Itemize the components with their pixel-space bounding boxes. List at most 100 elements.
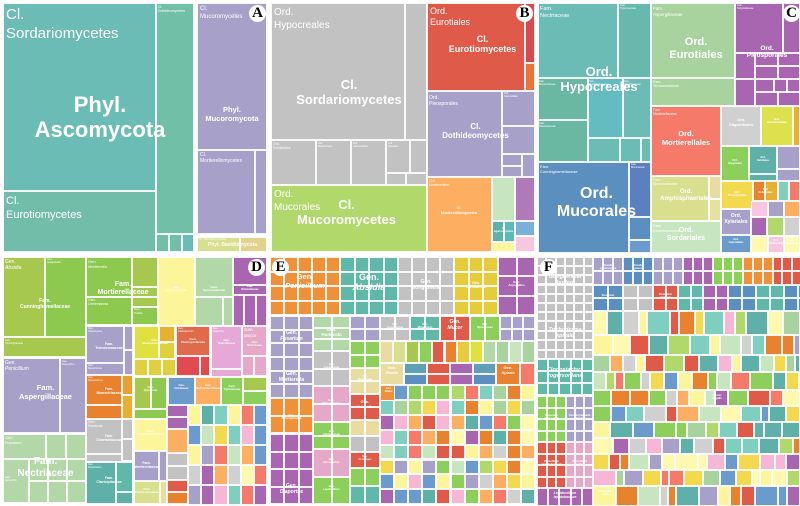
genus-absidia: [383, 286, 398, 301]
family-chaetomiaceae: [651, 221, 721, 253]
species-cell: [464, 474, 479, 490]
species-cell: [492, 385, 507, 400]
species-cell: [752, 470, 760, 486]
species-cell: [506, 385, 521, 400]
species-cell: [676, 422, 687, 438]
genus-mucor: [455, 316, 470, 341]
species-cell: [710, 335, 720, 355]
species-cell: [422, 444, 437, 460]
species-cell: [521, 489, 535, 505]
treemap-subcell: [244, 295, 256, 326]
species-clonostachys-rogersoniana: [570, 359, 582, 371]
genus-absidia: [340, 286, 355, 301]
genus-umbelopsis: [365, 381, 380, 394]
species-cell: [673, 257, 683, 271]
species-cell: [478, 429, 493, 445]
species-cell: [629, 438, 646, 454]
genus-fusarium: [270, 316, 285, 330]
species-trichoderma-spirale: [537, 330, 547, 341]
species-cell: [436, 399, 451, 415]
species-cell: [613, 257, 623, 271]
species-cell: [450, 474, 465, 490]
species-cell: [786, 406, 800, 422]
species-cell: [791, 271, 800, 285]
panel-letter-badge: E: [272, 259, 289, 276]
species-gongronella-butleri: [583, 275, 593, 285]
species-gongronella-butleri: [565, 257, 575, 267]
genus-cladosporium: [331, 422, 350, 436]
family-other: [201, 445, 215, 465]
order-onygenales: [721, 146, 749, 181]
species-cell: [521, 399, 535, 415]
genus-other: [124, 326, 133, 350]
species-cell: [649, 454, 662, 470]
family-other: [227, 405, 241, 425]
species-cell: [408, 385, 423, 400]
species-cell: [623, 285, 638, 298]
species-clonostachys-rogersoniana: [559, 359, 571, 371]
genus-penicillium: [312, 271, 326, 286]
species-cell: [706, 422, 719, 438]
family-sporocadaceae: [651, 176, 709, 221]
species-cell: [683, 257, 693, 271]
species-cell: [782, 422, 800, 438]
species-cell: [779, 438, 793, 454]
species-trichoderma-spirale: [546, 312, 556, 322]
species-cell: [756, 285, 770, 298]
species-cell: [765, 335, 782, 355]
species-cell: [492, 474, 507, 490]
genus-metarhizium: [410, 316, 425, 329]
species-cell: [724, 311, 735, 335]
species-cell: [408, 459, 423, 475]
genus-fusarium: [284, 329, 299, 344]
species-gongronella-butleri: [583, 266, 593, 276]
species-trichoderma-spirale: [574, 330, 584, 341]
species-cell: [616, 470, 624, 486]
genus-fusarium: [298, 329, 313, 344]
species-cell: [723, 257, 733, 271]
genus-other: [500, 328, 512, 341]
family-other: [538, 120, 588, 162]
order-other: [784, 217, 800, 236]
species-cell: [684, 470, 703, 486]
species-cell: [719, 422, 737, 438]
species-cell: [606, 372, 615, 390]
genus-penicillium: [298, 257, 312, 272]
species-cell: [506, 459, 521, 475]
species-cell: [506, 489, 521, 505]
genus-fusarium: [3, 434, 46, 459]
species-cell: [611, 390, 630, 406]
genus-trichoderma: [483, 286, 498, 301]
species-penicillium-solani: [575, 465, 584, 477]
treemap-subcell: [29, 481, 48, 503]
genus-trichoderma: [468, 300, 484, 315]
genus-absidia: [354, 300, 369, 315]
family-other: [254, 405, 267, 425]
species-cell: [408, 414, 423, 430]
species-cell: [593, 406, 611, 422]
genus-clonostachys: [86, 375, 122, 405]
species-cell: [649, 390, 666, 406]
species-clonostachys-rogersoniana: [548, 371, 560, 383]
family-ceratobasidiaceae: [134, 419, 167, 451]
species-cell: [754, 422, 764, 438]
order-diaporthales: [316, 140, 351, 185]
species-cell: [753, 271, 763, 285]
species-penicillium-solani: [584, 476, 593, 488]
genus-other: [365, 316, 380, 329]
species-cell: [633, 422, 654, 438]
species-cell: [699, 486, 718, 506]
family-aspergillaceae: [651, 3, 735, 78]
species-cell: [394, 474, 409, 490]
species-gongronella-butleri: [574, 284, 584, 294]
species-clonostachys-rogersoniana: [570, 383, 582, 395]
species-cell: [715, 285, 728, 298]
genus-clonostachys: [313, 449, 332, 477]
genus-diaporthe: [270, 434, 285, 452]
genus-metarhizium: [425, 328, 440, 341]
species-trichoderma-spirale: [583, 349, 593, 359]
family-other: [167, 480, 188, 492]
species-cell: [422, 429, 437, 445]
genus-other: [523, 316, 535, 329]
genus-linnemannia: [331, 368, 350, 386]
